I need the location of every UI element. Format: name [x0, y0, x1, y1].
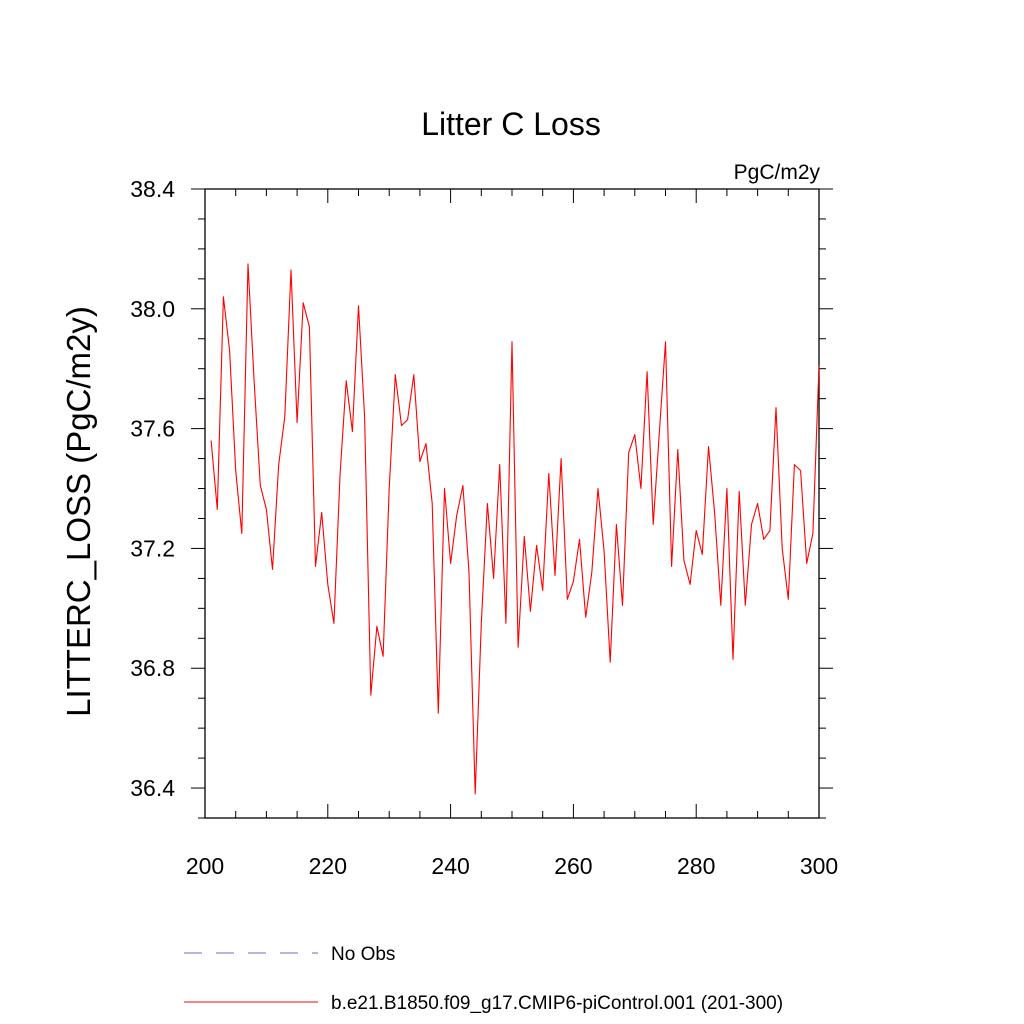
- y-tick-label: 37.2: [130, 535, 175, 561]
- axes: 200 220 240 260 280 300 36.4 36.8 37.2 37.6 38.0 38…: [130, 176, 838, 879]
- y-tick-label: 37.6: [130, 416, 175, 442]
- series-line: [210, 263, 820, 795]
- y-tick-label: 36.4: [130, 775, 175, 801]
- x-tick-label: 280: [677, 853, 715, 879]
- y-tick-label: 38.4: [130, 176, 175, 202]
- legend-label: No Obs: [331, 944, 395, 965]
- x-tick-label: 220: [309, 853, 347, 879]
- legend: No Obs b.e21.B1850.f09_g17.CMIP6-piContro…: [184, 944, 783, 1014]
- x-tick-label: 200: [186, 853, 224, 879]
- chart-title: Litter C Loss: [421, 106, 601, 142]
- units-label: PgC/m2y: [734, 161, 821, 184]
- series-group: [210, 263, 820, 795]
- legend-label: b.e21.B1850.f09_g17.CMIP6-piControl.001 …: [331, 993, 783, 1014]
- y-tick-label: 38.0: [130, 296, 175, 322]
- y-tick-label: 36.8: [130, 655, 175, 681]
- x-tick-label: 260: [554, 853, 592, 879]
- x-tick-label: 240: [431, 853, 469, 879]
- x-tick-label: 300: [800, 853, 838, 879]
- y-axis-title: LITTERC_LOSS (PgC/m2y): [60, 306, 97, 717]
